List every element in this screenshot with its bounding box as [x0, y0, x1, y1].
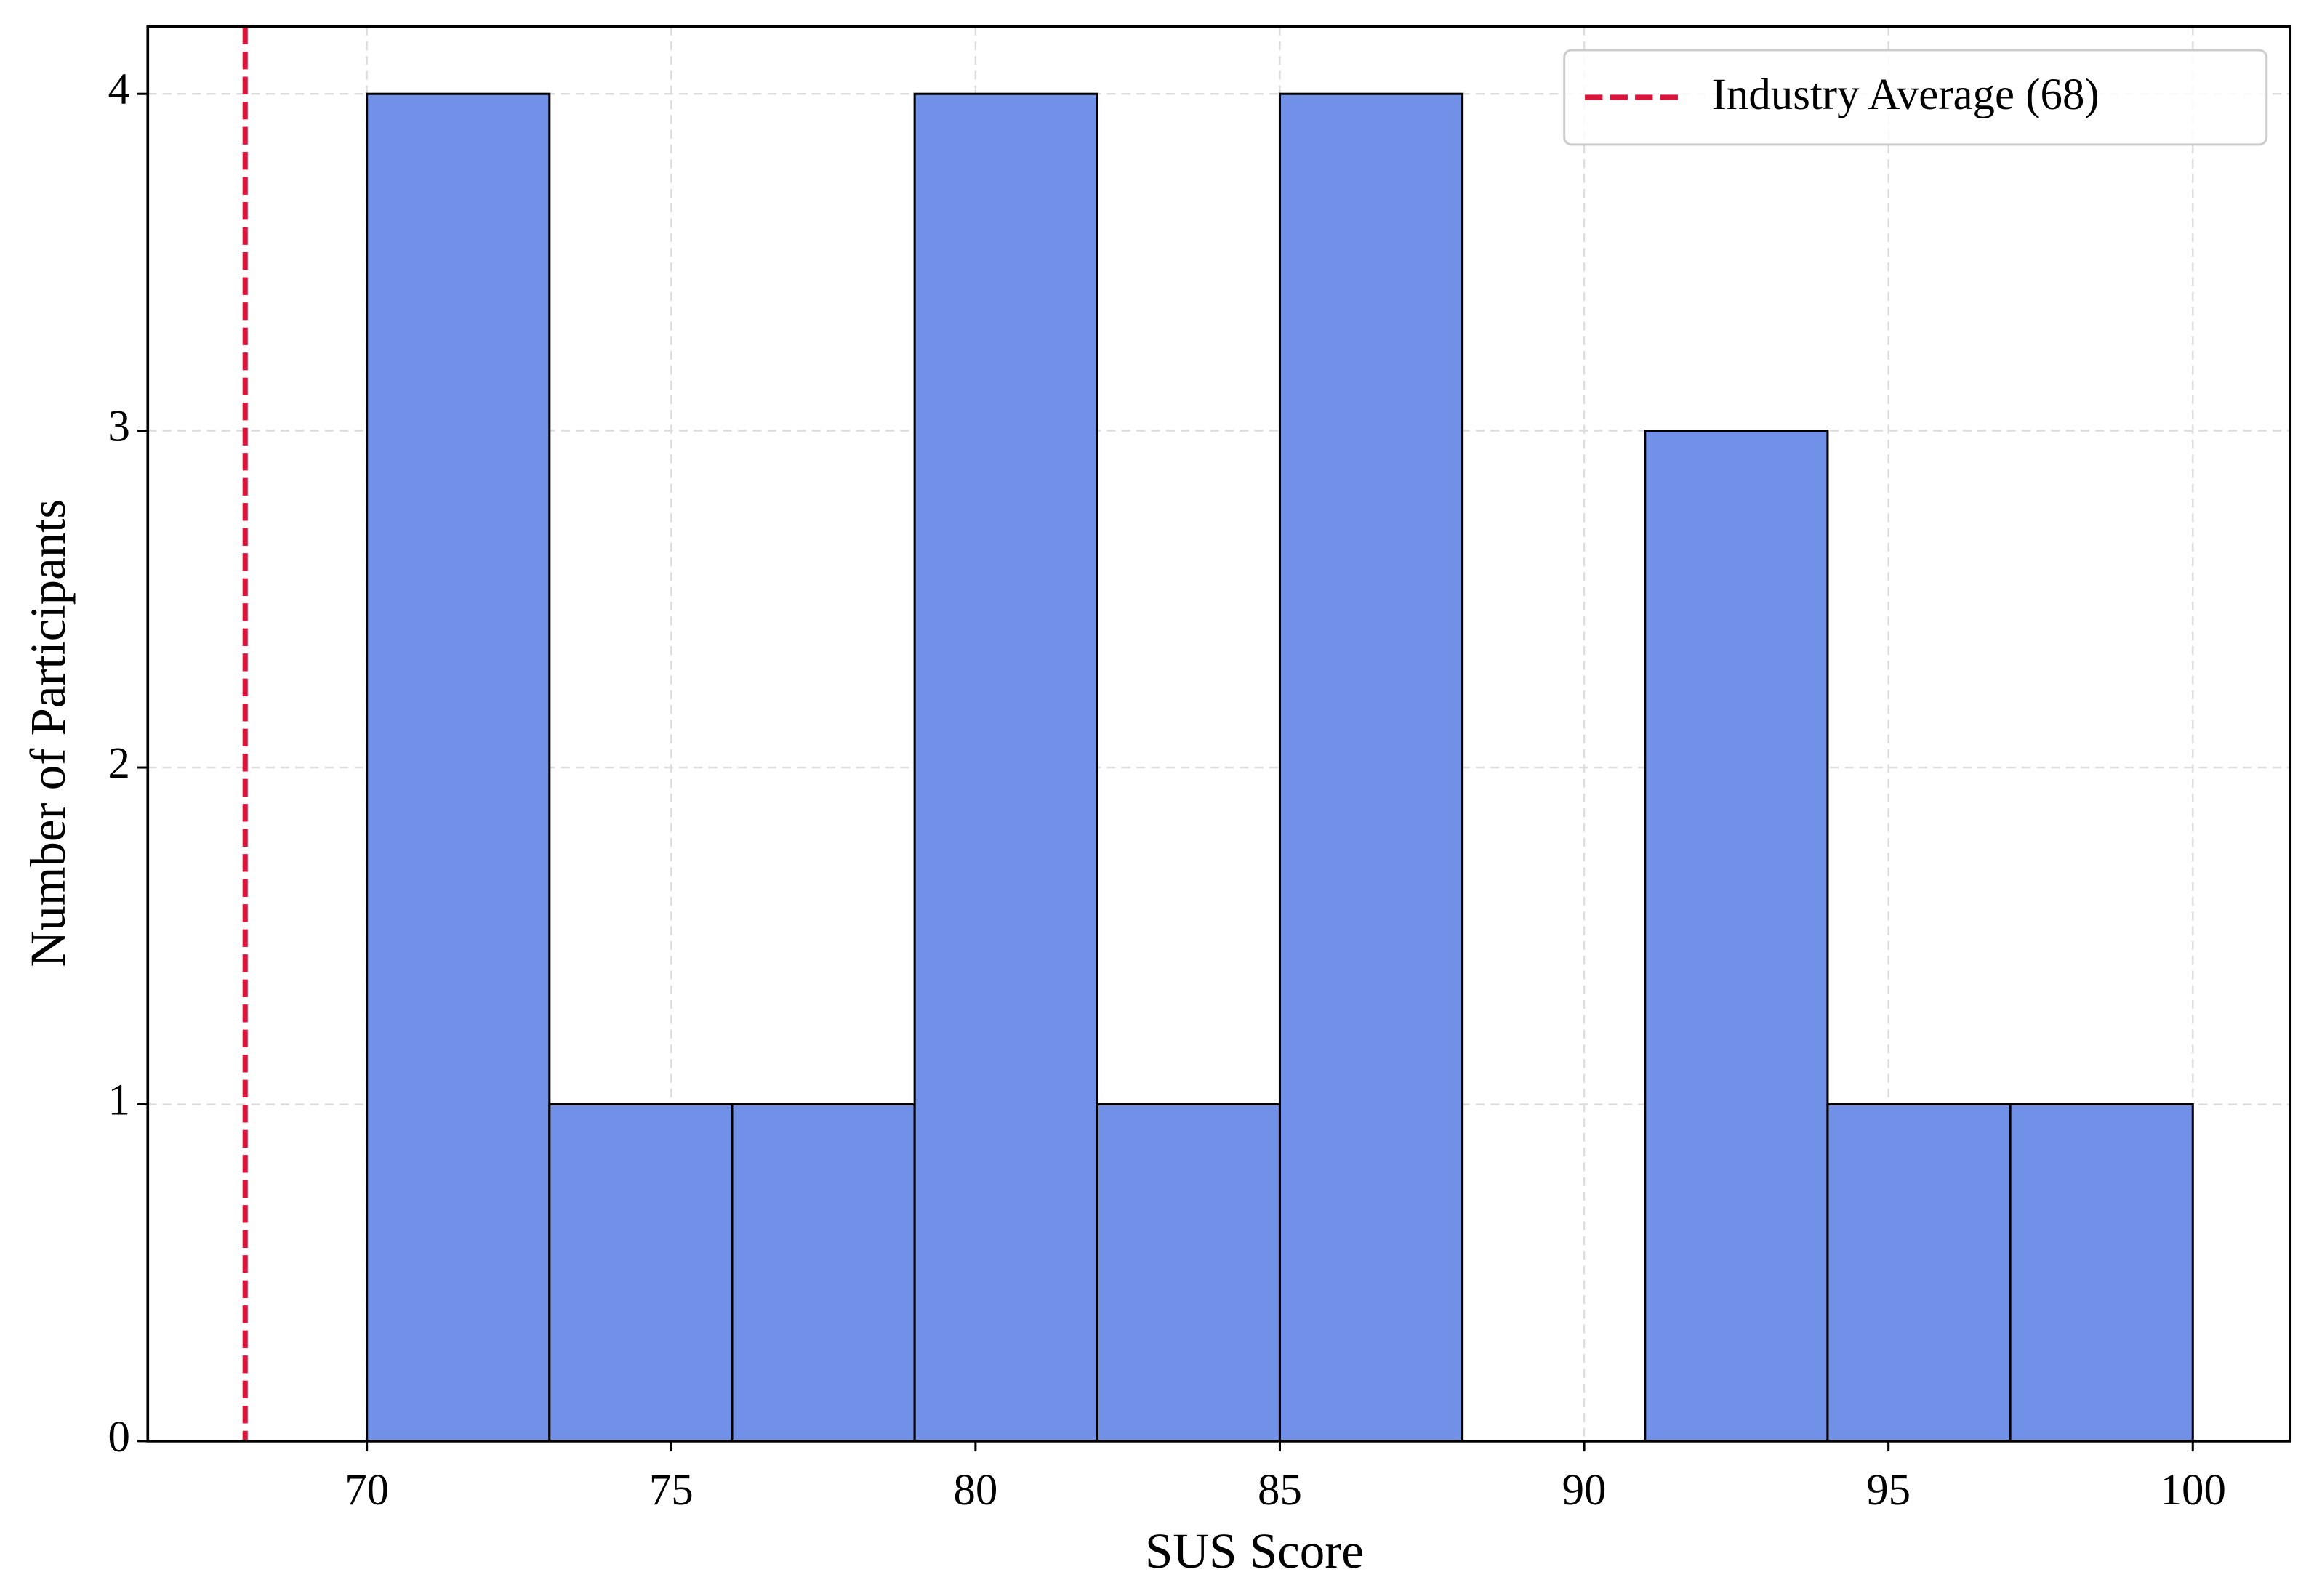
bar — [1278, 92, 1464, 1443]
y-tick-label: 2 — [108, 739, 129, 788]
bar — [731, 1103, 916, 1443]
y-tick-label: 3 — [108, 403, 129, 451]
x-tick-label: 75 — [649, 1466, 694, 1515]
bar — [548, 1103, 734, 1443]
bar — [2009, 1103, 2194, 1443]
legend: Industry Average (68) — [1563, 49, 2268, 146]
x-axis-label: SUS Score — [1145, 1523, 1364, 1579]
y-tick-label: 0 — [108, 1413, 129, 1462]
legend-frame — [1563, 49, 2268, 146]
bar — [366, 92, 551, 1443]
bar — [1644, 430, 1829, 1443]
y-tick-label: 1 — [108, 1076, 129, 1124]
x-tick-label: 80 — [953, 1466, 997, 1515]
x-tick-label: 90 — [1562, 1466, 1607, 1515]
x-tick-label: 100 — [2160, 1466, 2226, 1515]
bar — [913, 92, 1098, 1443]
bar — [1096, 1103, 1281, 1443]
bar — [1826, 1103, 2012, 1443]
x-tick-label: 70 — [345, 1466, 389, 1515]
y-axis-label: Number of Participants — [20, 499, 76, 967]
y-tick-label: 4 — [108, 65, 129, 114]
x-tick-label: 85 — [1258, 1466, 1302, 1515]
x-tick-label: 95 — [1866, 1466, 1911, 1515]
plot-frame — [146, 25, 2292, 1443]
legend-label: Industry Average (68) — [1712, 70, 2100, 119]
